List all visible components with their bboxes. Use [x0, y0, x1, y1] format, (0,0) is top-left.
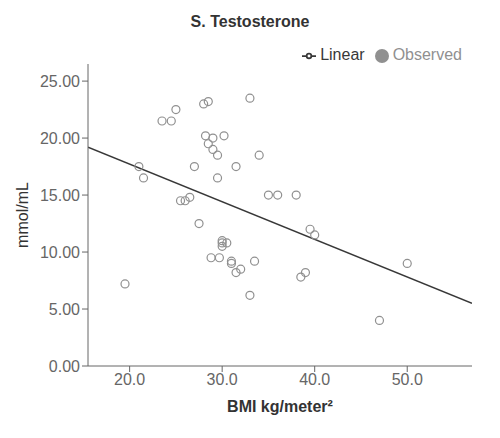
svg-text:10.00: 10.00	[40, 244, 80, 261]
svg-text:mmol/mL: mmol/mL	[14, 182, 31, 248]
svg-text:20.0: 20.0	[114, 371, 145, 388]
html-text:S. Testosterone: S. Testosterone	[190, 13, 310, 30]
svg-text:30.0: 30.0	[207, 371, 238, 388]
svg-text:BMI kg/meter²: BMI kg/meter²	[227, 398, 333, 415]
svg-text:15.00: 15.00	[40, 187, 80, 204]
svg-text:25.00: 25.00	[40, 73, 80, 90]
html-text:Linear: Linear	[320, 46, 365, 63]
svg-text:40.0: 40.0	[299, 371, 330, 388]
svg-text:5.00: 5.00	[49, 301, 80, 318]
svg-text:20.00: 20.00	[40, 130, 80, 147]
svg-text:50.0: 50.0	[392, 371, 423, 388]
html-text:Observed: Observed	[392, 46, 462, 63]
svg-text:0.00: 0.00	[49, 358, 80, 375]
